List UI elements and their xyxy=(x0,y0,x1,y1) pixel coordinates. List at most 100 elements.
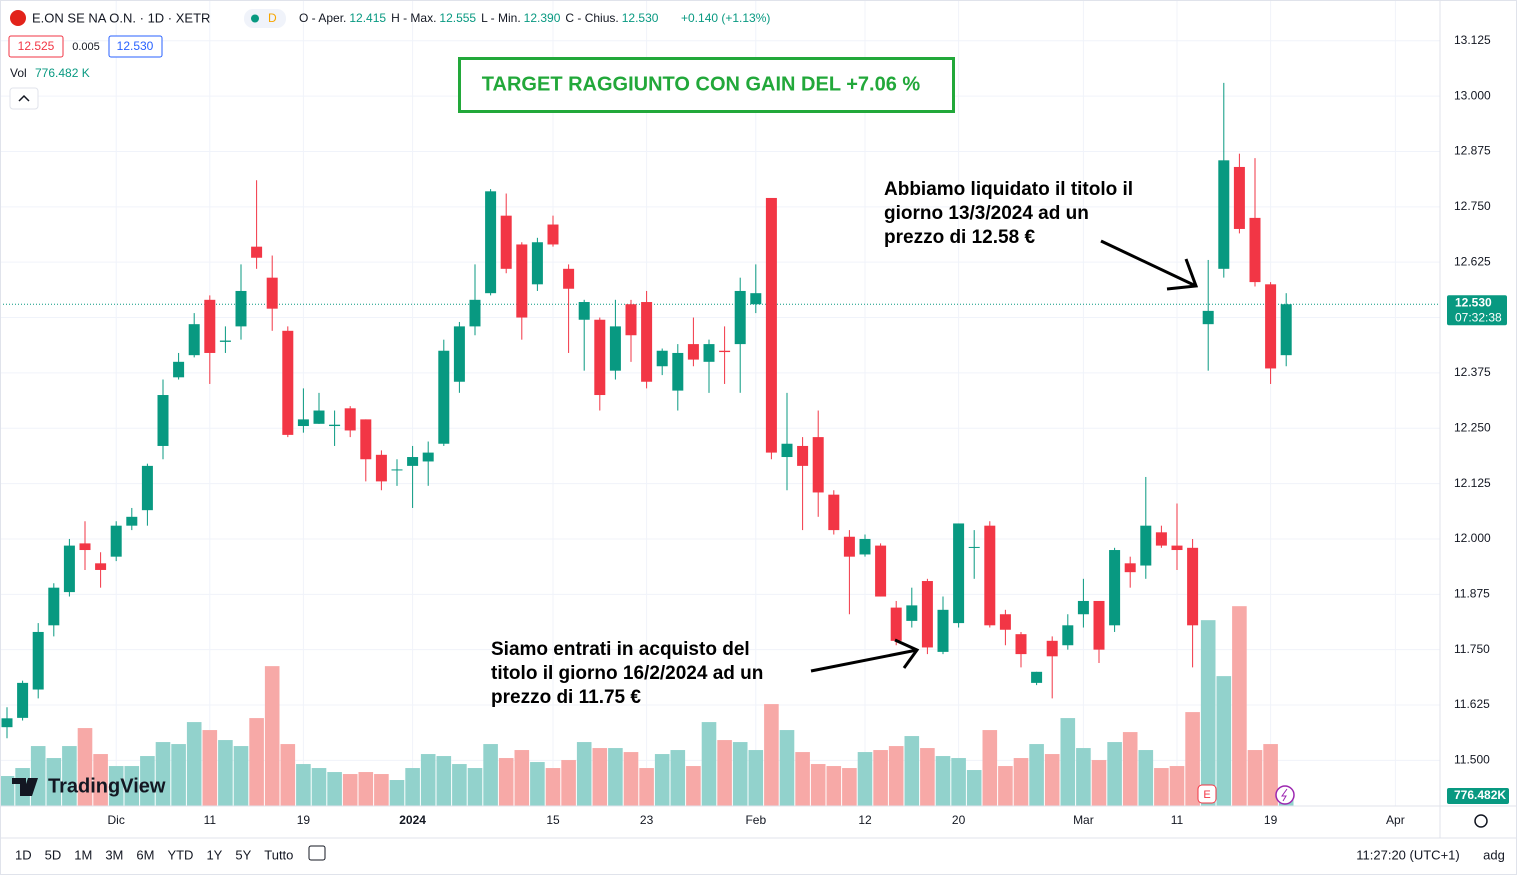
candle-body xyxy=(313,410,325,424)
candle-body xyxy=(485,191,497,294)
x-tick-label: 19 xyxy=(297,813,311,827)
candle-body xyxy=(843,536,855,557)
candle-body xyxy=(1062,625,1074,646)
ohlc-value: 12.415 xyxy=(349,11,386,25)
y-tick-label: 13.000 xyxy=(1454,88,1491,102)
range-button[interactable]: 3M xyxy=(105,847,123,862)
candle-body xyxy=(266,277,278,309)
volume-bar xyxy=(1154,768,1169,806)
volume-bar xyxy=(888,746,904,806)
y-tick-label: 13.125 xyxy=(1454,33,1491,47)
volume-bar xyxy=(795,752,810,806)
candle-body xyxy=(126,516,138,526)
volume-bar xyxy=(1263,744,1278,806)
collapse-button[interactable] xyxy=(9,87,39,110)
volume-bar xyxy=(732,742,748,806)
x-tick-label: Apr xyxy=(1386,813,1405,827)
volume-bar xyxy=(233,746,249,806)
volume-bar xyxy=(311,768,327,806)
candle-body xyxy=(1249,217,1261,283)
range-button[interactable]: 1Y xyxy=(206,847,222,862)
bid-box[interactable] xyxy=(8,35,64,58)
target-box xyxy=(458,57,955,113)
candle-body xyxy=(1280,304,1292,356)
volume-bar xyxy=(810,764,826,806)
ask-box[interactable] xyxy=(108,35,163,58)
y-tick-label: 11.875 xyxy=(1454,586,1490,600)
candle-body xyxy=(204,299,216,353)
symbol-title[interactable]: E.ON SE NA O.N. · 1D · XETR xyxy=(32,10,210,25)
volume-bar xyxy=(264,666,280,806)
volume-bar xyxy=(327,772,342,806)
candle-body xyxy=(609,326,621,371)
volume-bar xyxy=(748,750,764,806)
candle-body xyxy=(594,319,606,396)
adjust-toggle[interactable]: adg xyxy=(1483,847,1505,862)
candle-body xyxy=(859,538,871,555)
volume-bar xyxy=(686,766,701,806)
earnings-icon[interactable] xyxy=(1197,784,1217,804)
last-price-tag xyxy=(1447,295,1507,326)
volume-bar xyxy=(296,764,311,806)
annotation-line: prezzo di 12.58 € xyxy=(884,227,1035,248)
volume-bar xyxy=(1060,718,1076,806)
volume-bar xyxy=(483,744,498,806)
candle-body xyxy=(1,718,13,728)
candle-body xyxy=(1077,600,1089,615)
volume-bar xyxy=(1076,748,1091,806)
candle-body xyxy=(1031,671,1043,683)
ohlc-label: L - Min. xyxy=(481,11,521,25)
annotation-line: Siamo entrati in acquisto del xyxy=(491,639,750,660)
candle-body xyxy=(531,242,543,285)
settings-icon[interactable] xyxy=(1474,814,1488,828)
volume-bar xyxy=(717,740,732,806)
collapse-icon xyxy=(18,94,30,102)
last-volume-tag xyxy=(1447,788,1509,805)
market-status xyxy=(251,14,259,23)
range-button[interactable]: 1D xyxy=(15,847,32,862)
candle-body xyxy=(360,419,372,460)
volume-bar xyxy=(467,768,483,806)
volume-bar xyxy=(93,754,108,806)
volume-bar xyxy=(561,760,576,806)
candle-body xyxy=(1046,640,1058,657)
volume-bar xyxy=(530,762,545,806)
candle-body xyxy=(1233,166,1245,229)
volume-bar xyxy=(826,766,842,806)
range-button[interactable]: Tutto xyxy=(264,847,293,862)
volume-bar xyxy=(358,772,374,806)
volume-bar xyxy=(935,756,951,806)
ohlc-label: H - Max. xyxy=(391,11,436,25)
range-button[interactable]: 5D xyxy=(45,847,62,862)
branding-text: TradingView xyxy=(48,775,166,797)
clock[interactable]: 11:27:20 (UTC+1) xyxy=(1356,847,1459,862)
candle-body xyxy=(890,607,902,641)
volume-bar xyxy=(701,722,717,806)
event-icon[interactable] xyxy=(1275,785,1295,805)
candle-body xyxy=(921,581,933,648)
volume-bar xyxy=(77,728,93,806)
volume-bar xyxy=(420,754,436,806)
candle-body xyxy=(578,302,590,320)
candle-body xyxy=(188,324,200,356)
candle-body xyxy=(282,330,294,435)
volume-bar xyxy=(171,744,186,806)
date-range-icon[interactable] xyxy=(308,845,326,861)
range-button[interactable]: YTD xyxy=(167,847,193,862)
range-button[interactable]: 6M xyxy=(136,847,154,862)
volume-bar xyxy=(30,746,46,806)
candle-body xyxy=(219,340,231,342)
y-tick-label: 11.750 xyxy=(1454,642,1490,656)
annotations: Abbiamo liquidato il titolo il giorno 13/… xyxy=(491,179,1133,708)
range-button[interactable]: 1M xyxy=(74,847,92,862)
range-button[interactable]: 5Y xyxy=(235,847,251,862)
volume-bar xyxy=(1138,750,1154,806)
volume-bar xyxy=(108,766,124,806)
volume-bar xyxy=(498,758,514,806)
candle-body xyxy=(563,268,575,289)
candle-body xyxy=(875,545,887,597)
candle-body xyxy=(625,304,637,336)
y-tick-label: 12.750 xyxy=(1454,199,1491,213)
